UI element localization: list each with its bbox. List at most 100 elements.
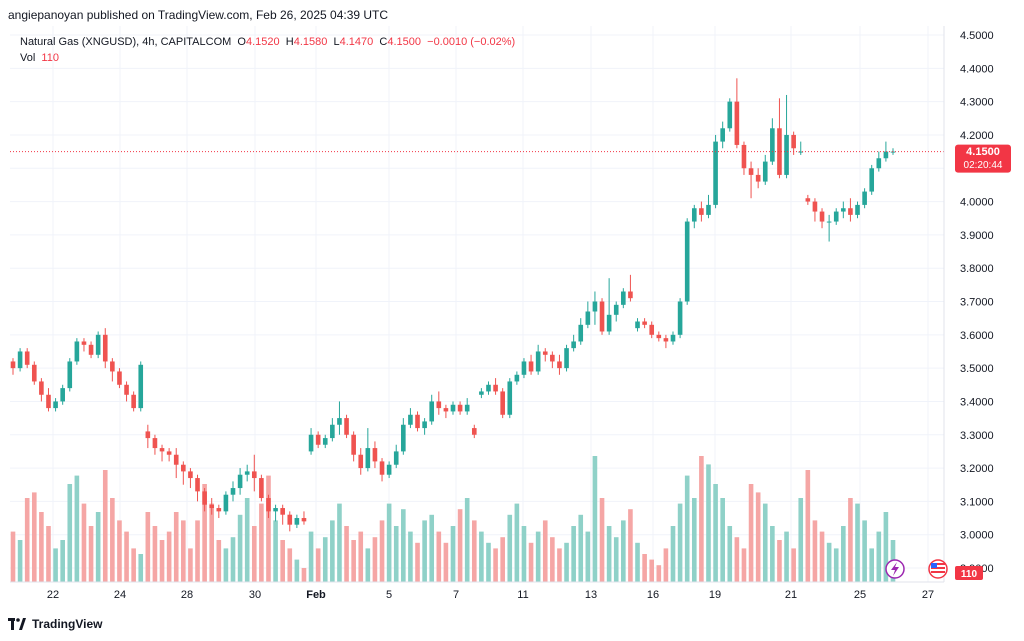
volume-bar xyxy=(649,559,655,582)
candle-body xyxy=(720,128,725,142)
last-price-badge[interactable]: 4.1500 02:20:44 xyxy=(955,144,1011,173)
lightning-icon[interactable] xyxy=(885,559,905,579)
volume-value: 110 xyxy=(41,52,59,64)
candle-body xyxy=(244,471,250,475)
volume-bar xyxy=(585,531,591,582)
volume-bar xyxy=(188,548,193,582)
candle-body xyxy=(798,151,804,153)
low-value: 4.1470 xyxy=(339,36,374,48)
volume-bar xyxy=(557,548,562,582)
time-tick-label: 5 xyxy=(386,589,392,601)
volume-bar xyxy=(202,484,207,582)
candle-body xyxy=(138,364,144,409)
price-tick-label: 3.4000 xyxy=(960,396,994,408)
volume-bar xyxy=(883,512,889,582)
candle-body xyxy=(46,394,51,409)
chart-frame[interactable]: 4.50004.40004.30004.20004.10004.00003.90… xyxy=(0,26,1024,610)
volume-bar xyxy=(677,503,683,582)
candle-body xyxy=(493,384,498,392)
candle-body xyxy=(102,334,108,362)
candle-body xyxy=(706,204,711,215)
volume-bar xyxy=(358,531,364,582)
tradingview-logo-icon xyxy=(8,618,26,630)
time-tick-label: 13 xyxy=(585,589,597,601)
time-tick-label: 28 xyxy=(181,589,193,601)
volume-bar xyxy=(10,531,16,582)
volume-bar xyxy=(436,531,442,582)
candle-body xyxy=(294,518,300,525)
candle-body xyxy=(60,388,65,402)
volume-bar xyxy=(330,520,335,582)
time-tick-label: 27 xyxy=(922,589,934,601)
candle-body xyxy=(393,451,399,465)
candle-body xyxy=(145,431,151,439)
time-tick-label: 11 xyxy=(517,589,528,601)
candle-body xyxy=(727,101,733,129)
candle-body xyxy=(684,221,690,302)
volume-bar xyxy=(777,540,782,582)
candle-body xyxy=(152,438,158,449)
volume-bar xyxy=(613,537,619,582)
volume-bar xyxy=(95,512,101,582)
candle-body xyxy=(819,211,825,222)
candle-body xyxy=(770,128,775,162)
candle-body xyxy=(713,141,718,205)
candle-body xyxy=(812,201,818,212)
volume-bar xyxy=(535,531,541,582)
candle-body xyxy=(805,198,811,202)
candle-body xyxy=(521,361,527,375)
volume-bar xyxy=(727,526,733,582)
price-tick-label: 3.5000 xyxy=(960,363,994,375)
chart-svg[interactable]: 4.50004.40004.30004.20004.10004.00003.90… xyxy=(0,26,1024,610)
candle-body xyxy=(429,401,435,422)
change-value: −0.0010 (−0.02%) xyxy=(427,36,516,48)
candle-body xyxy=(635,321,640,329)
volume-bar xyxy=(216,540,222,582)
candle-body xyxy=(53,401,58,409)
footer-brand[interactable]: TradingView xyxy=(8,617,102,631)
candle-body xyxy=(748,168,754,175)
candle-body xyxy=(663,338,669,342)
volume-bar xyxy=(365,548,371,582)
candle-body xyxy=(287,514,293,525)
candle-body xyxy=(337,418,342,425)
price-axis: 4.50004.40004.30004.20004.10004.00003.90… xyxy=(960,30,994,575)
volume-bar xyxy=(393,526,399,582)
candle-body xyxy=(408,414,413,425)
us-flag-icon[interactable] xyxy=(928,559,948,579)
volume-bar xyxy=(628,509,633,582)
volume-bar xyxy=(152,526,158,582)
volume-bar xyxy=(770,526,775,582)
volume-bar xyxy=(39,512,44,582)
candles xyxy=(10,78,896,532)
volume-bar xyxy=(578,514,584,582)
volume-bar xyxy=(223,548,229,582)
candle-body xyxy=(251,471,257,479)
candle-body xyxy=(762,161,768,182)
candle-body xyxy=(95,334,101,355)
close-label: C xyxy=(379,36,388,48)
volume-bar xyxy=(244,498,250,582)
volume-bar xyxy=(841,526,846,582)
candle-body xyxy=(237,474,243,489)
volume-bar xyxy=(422,520,427,582)
volume-bar xyxy=(322,537,328,582)
volume-bar xyxy=(53,548,58,582)
candle-body xyxy=(599,301,605,332)
volume-bar xyxy=(24,498,30,582)
volume-bar xyxy=(209,503,215,582)
candle-body xyxy=(507,381,513,415)
high-label: H xyxy=(285,36,294,48)
volume-bar xyxy=(684,475,690,582)
volume-bar xyxy=(259,503,264,582)
volume-bar xyxy=(195,520,200,582)
time-tick-label: 30 xyxy=(249,589,261,601)
volume-bar xyxy=(550,537,555,582)
candle-body xyxy=(848,208,853,215)
candle-body xyxy=(784,134,789,175)
candle-body xyxy=(386,464,392,475)
candle-body xyxy=(450,404,456,412)
candle-body xyxy=(741,144,747,169)
candle-body xyxy=(876,158,882,169)
volume-bar xyxy=(159,540,165,582)
